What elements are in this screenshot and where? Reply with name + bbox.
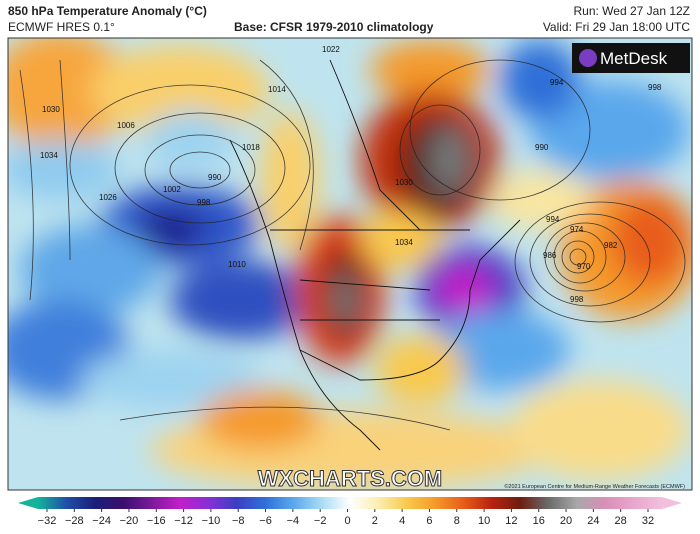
model: ECMWF HRES 0.1° — [8, 20, 115, 34]
isobar-label: 998 — [197, 198, 211, 207]
copyright: ©2021 European Centre for Medium-Range W… — [504, 483, 685, 490]
watermark: WXCHARTS.COM — [258, 466, 443, 491]
colorbar-tick-label: −28 — [65, 515, 84, 527]
isobar-label: 1026 — [99, 193, 117, 202]
colorbar-tick-label: 28 — [615, 515, 627, 527]
map: 1022 1014 1006 1030 1034 1026 1002 998 990 1018 10… — [8, 38, 692, 491]
isobar-label: 990 — [535, 143, 549, 152]
title: 850 hPa Temperature Anomaly (°C) — [8, 4, 207, 18]
isobar-label: 982 — [604, 241, 618, 250]
isobar-label: 1030 — [395, 178, 413, 187]
isobar-label: 986 — [543, 251, 557, 260]
isobar-label: 1022 — [322, 45, 340, 54]
colorbar-tick-label: 12 — [505, 515, 517, 527]
colorbar-tick-label: 10 — [478, 515, 490, 527]
isobar-label: 1034 — [40, 151, 58, 160]
isobar-label: 1002 — [163, 185, 181, 194]
logo-icon — [579, 49, 597, 67]
logo: MetDesk — [600, 49, 668, 68]
colorbar-tick-label: −12 — [174, 515, 193, 527]
isobar-label: 1034 — [395, 238, 413, 247]
colorbar-end — [662, 497, 682, 509]
isobar-label: 1018 — [242, 143, 260, 152]
colorbar-tick-label: 2 — [372, 515, 378, 527]
colorbar-tick-label: 16 — [533, 515, 545, 527]
isobar-label: 974 — [570, 225, 584, 234]
isobar-label: 1014 — [268, 85, 286, 94]
colorbar-tick-label: −16 — [147, 515, 166, 527]
colorbar-tick-label: −4 — [287, 515, 300, 527]
isobar-label: 1010 — [228, 260, 246, 269]
colorbar-tick-label: 20 — [560, 515, 572, 527]
colorbar-tick-label: −6 — [259, 515, 272, 527]
colorbar-tick-label: 0 — [344, 515, 350, 527]
colorbar-tick-label: 8 — [454, 515, 460, 527]
isobar-label: 998 — [570, 295, 584, 304]
colorbar-tick-label: −10 — [202, 515, 221, 527]
isobar-label: 970 — [577, 262, 591, 271]
colorbar-tick-label: 32 — [642, 515, 654, 527]
colorbar-tick-label: −20 — [120, 515, 139, 527]
isobar-labels: 1022 1014 1006 1030 1034 1026 1002 998 990 1018 10… — [40, 45, 662, 304]
isobar-label: 998 — [648, 83, 662, 92]
colorbar-tick-label: −24 — [92, 515, 111, 527]
isobar-label: 994 — [546, 215, 560, 224]
colorbar-tick-label: −8 — [232, 515, 245, 527]
isobar-label: 1030 — [42, 105, 60, 114]
colorbar-tick-label: −2 — [314, 515, 327, 527]
colorbar-tick-label: 24 — [587, 515, 599, 527]
isobar-label: 1006 — [117, 121, 135, 130]
coastlines — [229, 59, 521, 451]
base: Base: CFSR 1979-2010 climatology — [234, 20, 434, 34]
colorbar-tick-label: 4 — [399, 515, 405, 527]
valid: Valid: Fri 29 Jan 18:00 UTC — [543, 20, 691, 34]
run: Run: Wed 27 Jan 12Z — [573, 4, 690, 18]
colorbar-gradient — [38, 497, 662, 509]
colorbar: −32 −28 −24 −20 −16 −12 −10 −8 −6 −4 −2 0 2 4 6 8 10 12 16… — [18, 497, 682, 527]
colorbar-tick-label: −32 — [38, 515, 57, 527]
colorbar-end — [18, 497, 38, 509]
isobar-label: 990 — [208, 173, 222, 182]
isobar-label: 994 — [550, 78, 564, 87]
map-frame — [7, 37, 693, 491]
isobars — [19, 59, 686, 431]
colorbar-tick-label: 6 — [426, 515, 432, 527]
